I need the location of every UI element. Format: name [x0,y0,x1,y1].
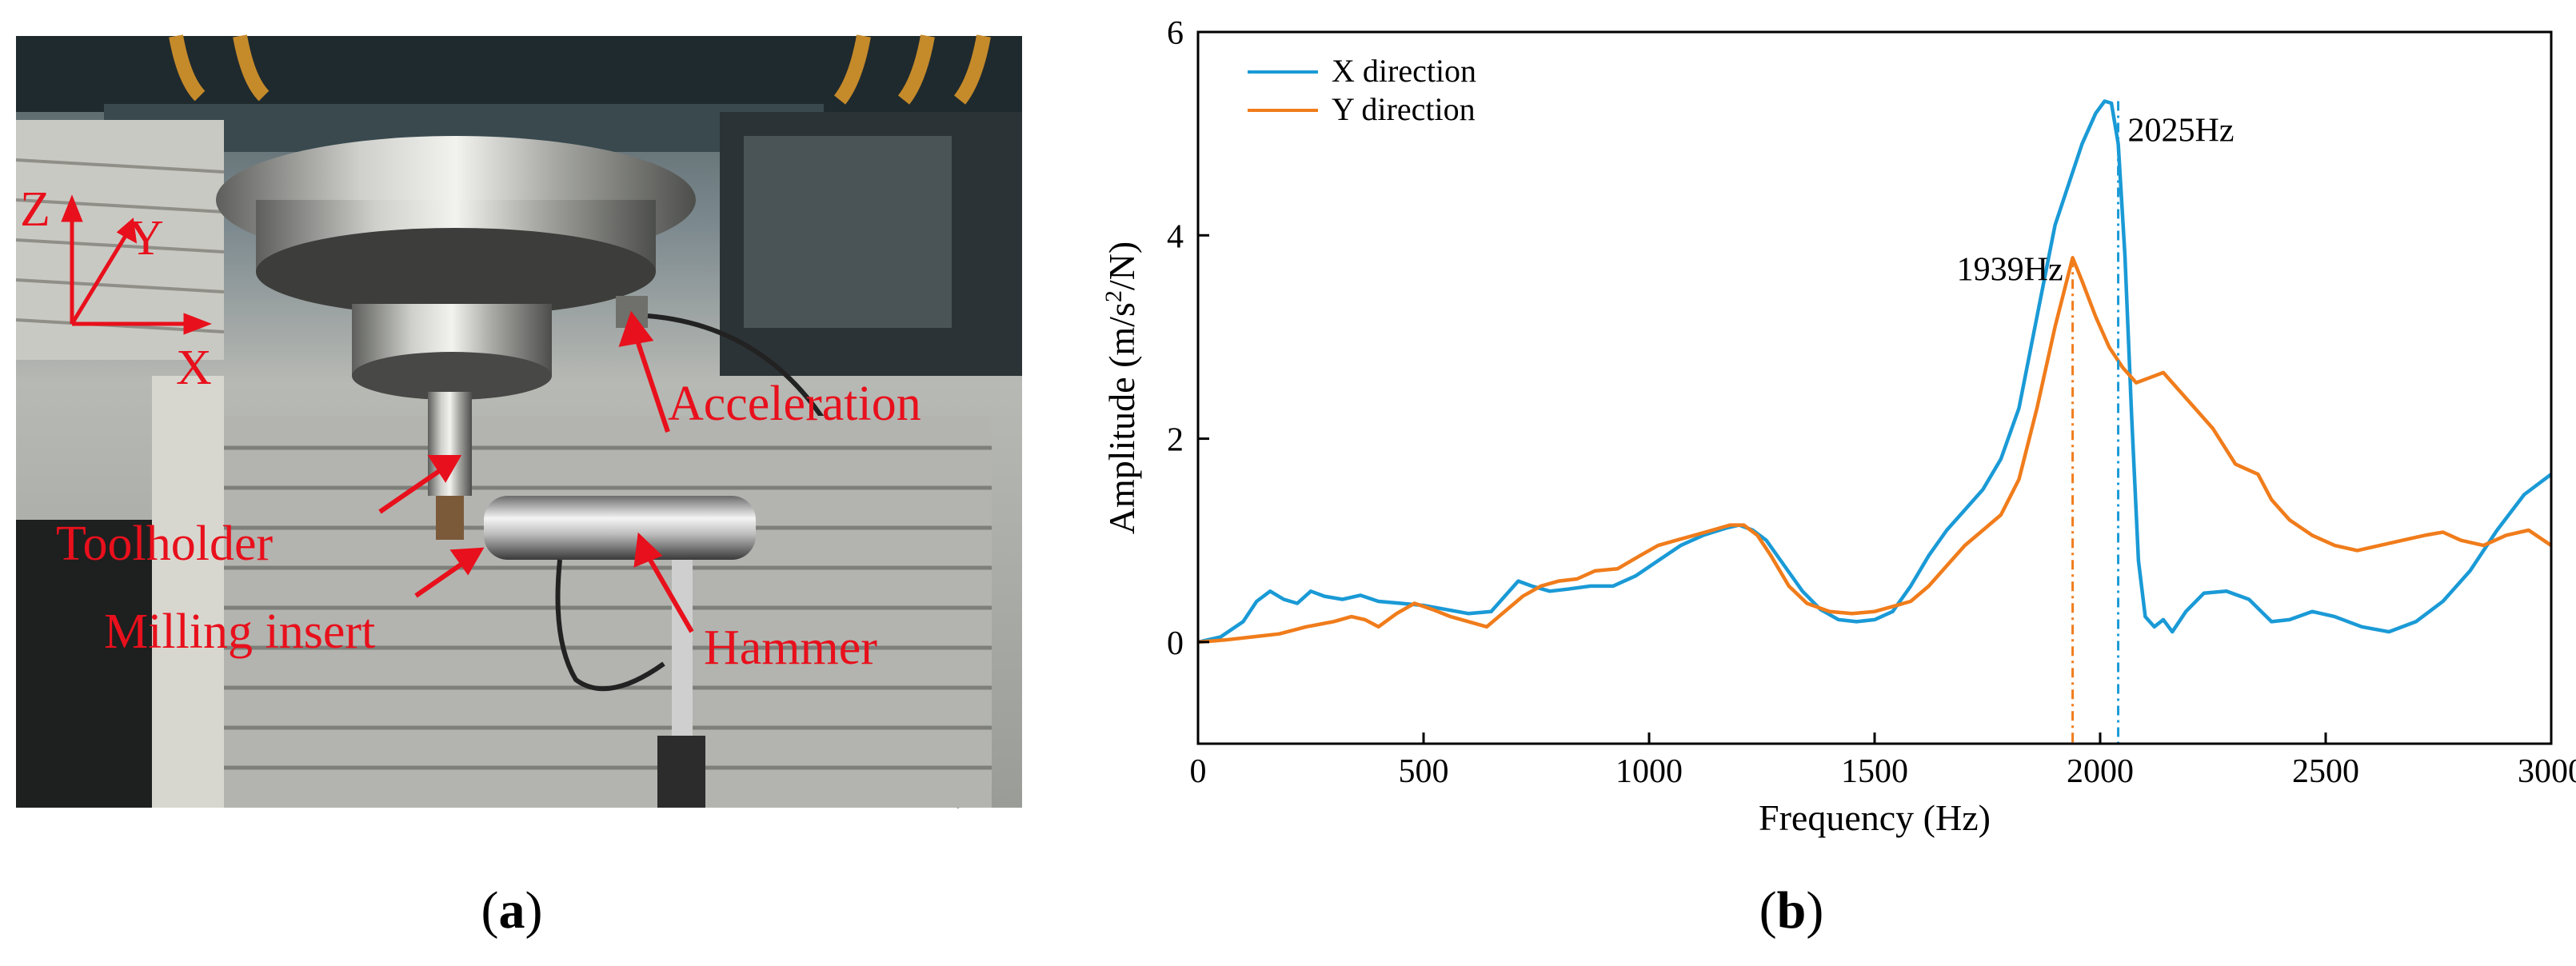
legend-label-x: X direction [1332,53,1476,89]
peak-label-y: 1939Hz [1957,251,2063,288]
slatted-cover [224,445,992,770]
setup-photo: Z Y X Acceleration Toolholder Milling in… [15,34,1022,940]
legend: X direction Y direction [1248,53,1476,127]
x-tick-label: 1500 [1841,753,1908,790]
caption-b: (b) [1759,881,1824,940]
coordinate-axes [61,194,212,335]
plot-frame [1196,30,2553,745]
y-tick-label: 4 [1167,218,1184,255]
photo-panel: Z Y X Acceleration Toolholder Milling in… [0,0,1104,962]
x-axis-title: Frequency (Hz) [1759,797,1991,838]
axis-y-label: Y [128,211,164,265]
legend-label-y: Y direction [1332,91,1476,127]
callout-arrows [378,310,694,633]
impact-hammer [484,496,756,560]
x-tick-label: 500 [1399,753,1449,790]
y-tick-label: 0 [1167,625,1184,662]
axis-z-label: Z [20,182,50,237]
y-tick-label: 2 [1167,422,1184,459]
y-axis-title: Amplitude (m/s2/N) [1104,242,1142,534]
caption-a: (a) [481,881,543,940]
series-y-direction [1197,256,2553,645]
callout-toolholder: Toolholder [56,517,274,571]
axis-x-label: X [176,341,212,395]
callout-acceleration: Acceleration [668,377,921,431]
callout-milling-insert: Milling insert [104,605,375,659]
x-tick-label: 2500 [2292,753,2359,790]
x-tick-label: 0 [1190,753,1207,790]
y-tick-label: 6 [1167,15,1184,52]
callout-hammer: Hammer [704,621,877,675]
peak-label-x: 2025Hz [2128,112,2235,149]
x-tick-label: 2000 [2067,753,2134,790]
toolholder [428,392,472,496]
series-x-direction [1197,99,2553,645]
milling-insert [436,496,464,540]
x-tick-label: 1000 [1615,753,1683,790]
